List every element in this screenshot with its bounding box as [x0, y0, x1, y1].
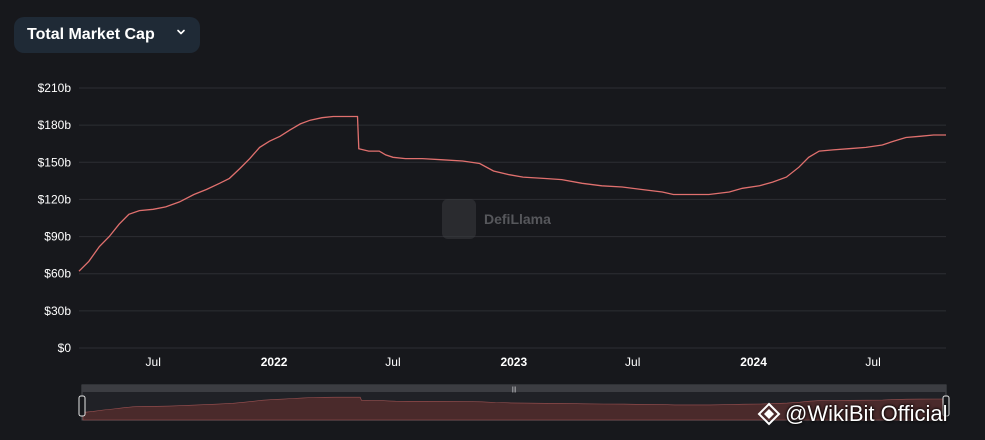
llama-logo-icon	[442, 199, 476, 239]
x-tick-label: Jul	[625, 355, 640, 369]
y-tick-label: $150b	[38, 155, 72, 169]
x-tick-label: 2022	[261, 355, 288, 369]
y-tick-label: $90b	[44, 230, 71, 244]
y-tick-label: $120b	[38, 192, 72, 206]
x-axis: Jul 2022 Jul 2023 Jul 2024 Jul	[146, 355, 881, 369]
watermark-text: DefiLlama	[484, 211, 551, 227]
chart-type-dropdown[interactable]: Total Market Cap	[14, 17, 200, 53]
y-tick-label: $180b	[38, 118, 72, 132]
y-tick-label: $60b	[44, 267, 71, 281]
y-axis: $0 $30b $60b $90b $120b $150b $180b $210b	[38, 81, 72, 355]
y-tick-label: $210b	[38, 81, 72, 95]
x-tick-label: Jul	[865, 355, 880, 369]
brush-top-bar[interactable]	[82, 385, 946, 392]
y-tick-label: $30b	[44, 304, 71, 318]
brush-handle-left[interactable]	[78, 395, 86, 417]
chevron-down-icon	[177, 29, 185, 35]
defillama-watermark: DefiLlama	[442, 199, 551, 239]
x-tick-label: Jul	[385, 355, 400, 369]
brush-handle-right[interactable]	[942, 395, 950, 417]
wikibit-text: @WikiBit Official	[785, 401, 948, 426]
x-tick-label: Jul	[146, 355, 161, 369]
wikibit-logo-icon	[757, 402, 781, 426]
y-tick-label: $0	[58, 341, 72, 355]
x-tick-label: 2024	[740, 355, 767, 369]
grid-lines	[79, 87, 946, 349]
brush-area	[82, 396, 947, 421]
x-tick-label: 2023	[500, 355, 527, 369]
range-brush[interactable]: |||	[78, 384, 950, 421]
brush-grip-icon: |||	[512, 387, 517, 393]
dropdown-label: Total Market Cap	[27, 26, 155, 43]
wikibit-overlay: @WikiBit Official	[757, 401, 948, 427]
series-line	[78, 115, 946, 272]
